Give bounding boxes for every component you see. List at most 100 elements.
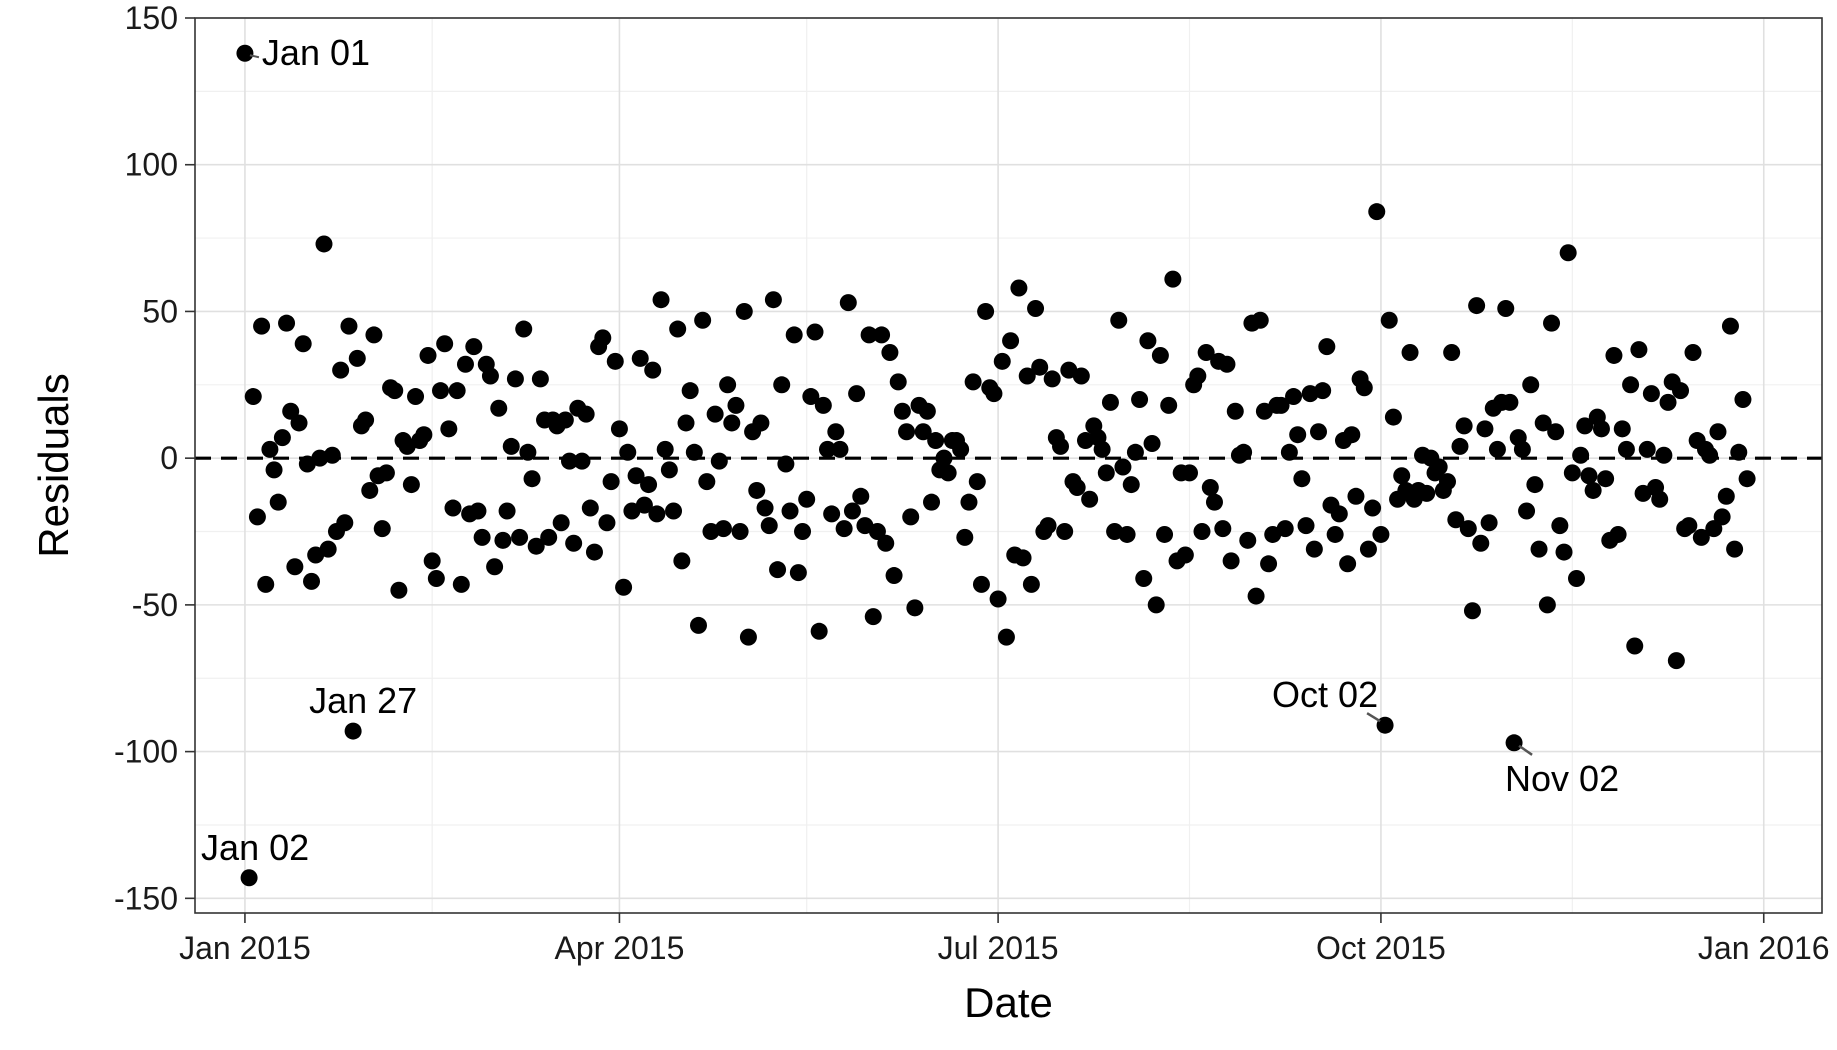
data-point — [1563, 464, 1581, 482]
data-point — [1339, 555, 1357, 573]
data-point — [1205, 493, 1223, 511]
x-tick-label: Oct 2015 — [1316, 930, 1446, 966]
data-point — [1497, 300, 1515, 318]
annotation-label: Jan 01 — [262, 32, 370, 73]
data-point — [386, 382, 404, 400]
data-point — [898, 423, 916, 441]
y-axis-tick-labels: 150 100 50 0 -50 -100 -150 — [114, 0, 178, 916]
data-point — [1235, 443, 1253, 461]
data-point — [993, 352, 1011, 370]
data-point — [606, 352, 624, 370]
data-point — [831, 440, 849, 458]
data-point — [665, 502, 683, 520]
data-point — [952, 440, 970, 458]
data-point — [1359, 540, 1377, 558]
data-point — [752, 414, 770, 432]
data-point — [1480, 514, 1498, 532]
data-point — [1572, 446, 1590, 464]
data-point — [893, 402, 911, 420]
data-point — [527, 537, 545, 555]
data-point — [669, 320, 687, 338]
data-point — [552, 514, 570, 532]
data-point — [756, 499, 774, 517]
data-point — [1451, 437, 1469, 455]
data-point — [1097, 464, 1115, 482]
data-point — [540, 528, 558, 546]
data-point — [1156, 525, 1174, 543]
y-axis-title: Residuals — [30, 373, 77, 557]
data-point — [689, 616, 707, 634]
data-point — [619, 443, 637, 461]
data-point — [519, 443, 537, 461]
data-point — [1280, 443, 1298, 461]
data-point — [760, 517, 778, 535]
data-point — [615, 578, 633, 596]
data-point — [1297, 517, 1315, 535]
data-point — [1622, 376, 1640, 394]
data-point — [511, 528, 529, 546]
data-point — [344, 722, 362, 740]
data-point — [265, 461, 283, 479]
y-tick-label: 50 — [142, 293, 178, 329]
data-point — [585, 543, 603, 561]
data-point — [1039, 517, 1057, 535]
data-point — [531, 370, 549, 388]
data-point — [1193, 523, 1211, 541]
data-point — [843, 502, 861, 520]
data-point — [852, 487, 870, 505]
data-point — [1459, 520, 1477, 538]
data-point — [1151, 346, 1169, 364]
data-point — [1447, 511, 1465, 529]
data-point — [1501, 393, 1519, 411]
data-point — [685, 443, 703, 461]
annotation-label: Jan 27 — [309, 680, 417, 721]
data-point — [556, 411, 574, 429]
data-point — [773, 376, 791, 394]
data-point — [985, 385, 1003, 403]
x-tick-label: Apr 2015 — [554, 930, 684, 966]
data-point — [1534, 414, 1552, 432]
data-point — [257, 575, 275, 593]
data-point — [1314, 382, 1332, 400]
data-point — [573, 452, 591, 470]
data-point — [1143, 434, 1161, 452]
data-point — [939, 464, 957, 482]
data-point — [1418, 484, 1436, 502]
data-point — [1518, 502, 1536, 520]
annotation-connector — [1366, 712, 1381, 723]
data-point — [802, 388, 820, 406]
data-point — [989, 590, 1007, 608]
data-point — [1717, 487, 1735, 505]
data-point — [1709, 423, 1727, 441]
data-point — [972, 575, 990, 593]
data-point — [1526, 476, 1544, 494]
data-point — [798, 490, 816, 508]
data-point — [1597, 470, 1615, 488]
data-point — [868, 523, 886, 541]
data-point — [885, 567, 903, 585]
data-point — [1701, 446, 1719, 464]
data-point — [361, 481, 379, 499]
data-point — [748, 481, 766, 499]
data-point — [1476, 420, 1494, 438]
data-point — [1513, 440, 1531, 458]
data-point — [1056, 523, 1074, 541]
data-point — [789, 564, 807, 582]
data-point — [835, 520, 853, 538]
data-point — [1201, 479, 1219, 497]
data-point — [1131, 390, 1149, 408]
data-point — [577, 405, 595, 423]
data-point — [1738, 470, 1756, 488]
data-point — [1031, 358, 1049, 376]
data-point — [1043, 370, 1061, 388]
data-point — [902, 508, 920, 526]
data-point — [1189, 367, 1207, 385]
data-point — [1393, 467, 1411, 485]
data-point — [1247, 587, 1265, 605]
data-point — [303, 572, 321, 590]
data-point — [1443, 344, 1461, 362]
data-point — [377, 464, 395, 482]
x-tick-label: Jul 2015 — [938, 930, 1059, 966]
x-tick-label: Jan 2016 — [1698, 930, 1830, 966]
data-point — [1293, 470, 1311, 488]
